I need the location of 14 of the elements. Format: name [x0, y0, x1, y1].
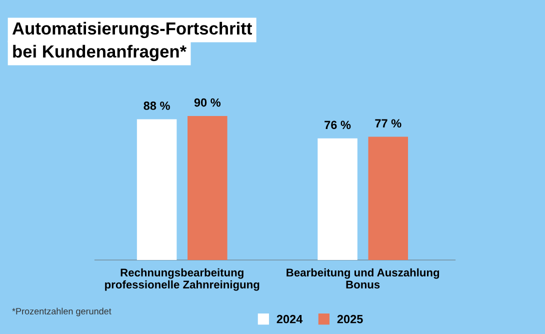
- data-label: 77 %: [375, 119, 402, 128]
- data-label: 90 %: [194, 98, 221, 107]
- bar: [188, 116, 228, 260]
- legend-label: 2024: [276, 314, 303, 324]
- bar: [318, 138, 358, 260]
- text: *Prozentzahlen gerundet: [12, 308, 112, 316]
- bar: [136, 119, 177, 260]
- data-label: 88 %: [144, 102, 170, 110]
- chart-title: Automatisierungs-Fortschritt bei Kundenanfragen*: [12, 22, 252, 62]
- bar: [368, 136, 408, 260]
- x-tick-label: Bearbeitung und Auszahlung Bonus: [286, 268, 440, 289]
- data-label: 76 %: [324, 120, 351, 130]
- x-tick-label: Rechnungsbearbeitung professionelle Zahnreinigung: [105, 268, 260, 291]
- legend-label: 2025: [337, 314, 363, 324]
